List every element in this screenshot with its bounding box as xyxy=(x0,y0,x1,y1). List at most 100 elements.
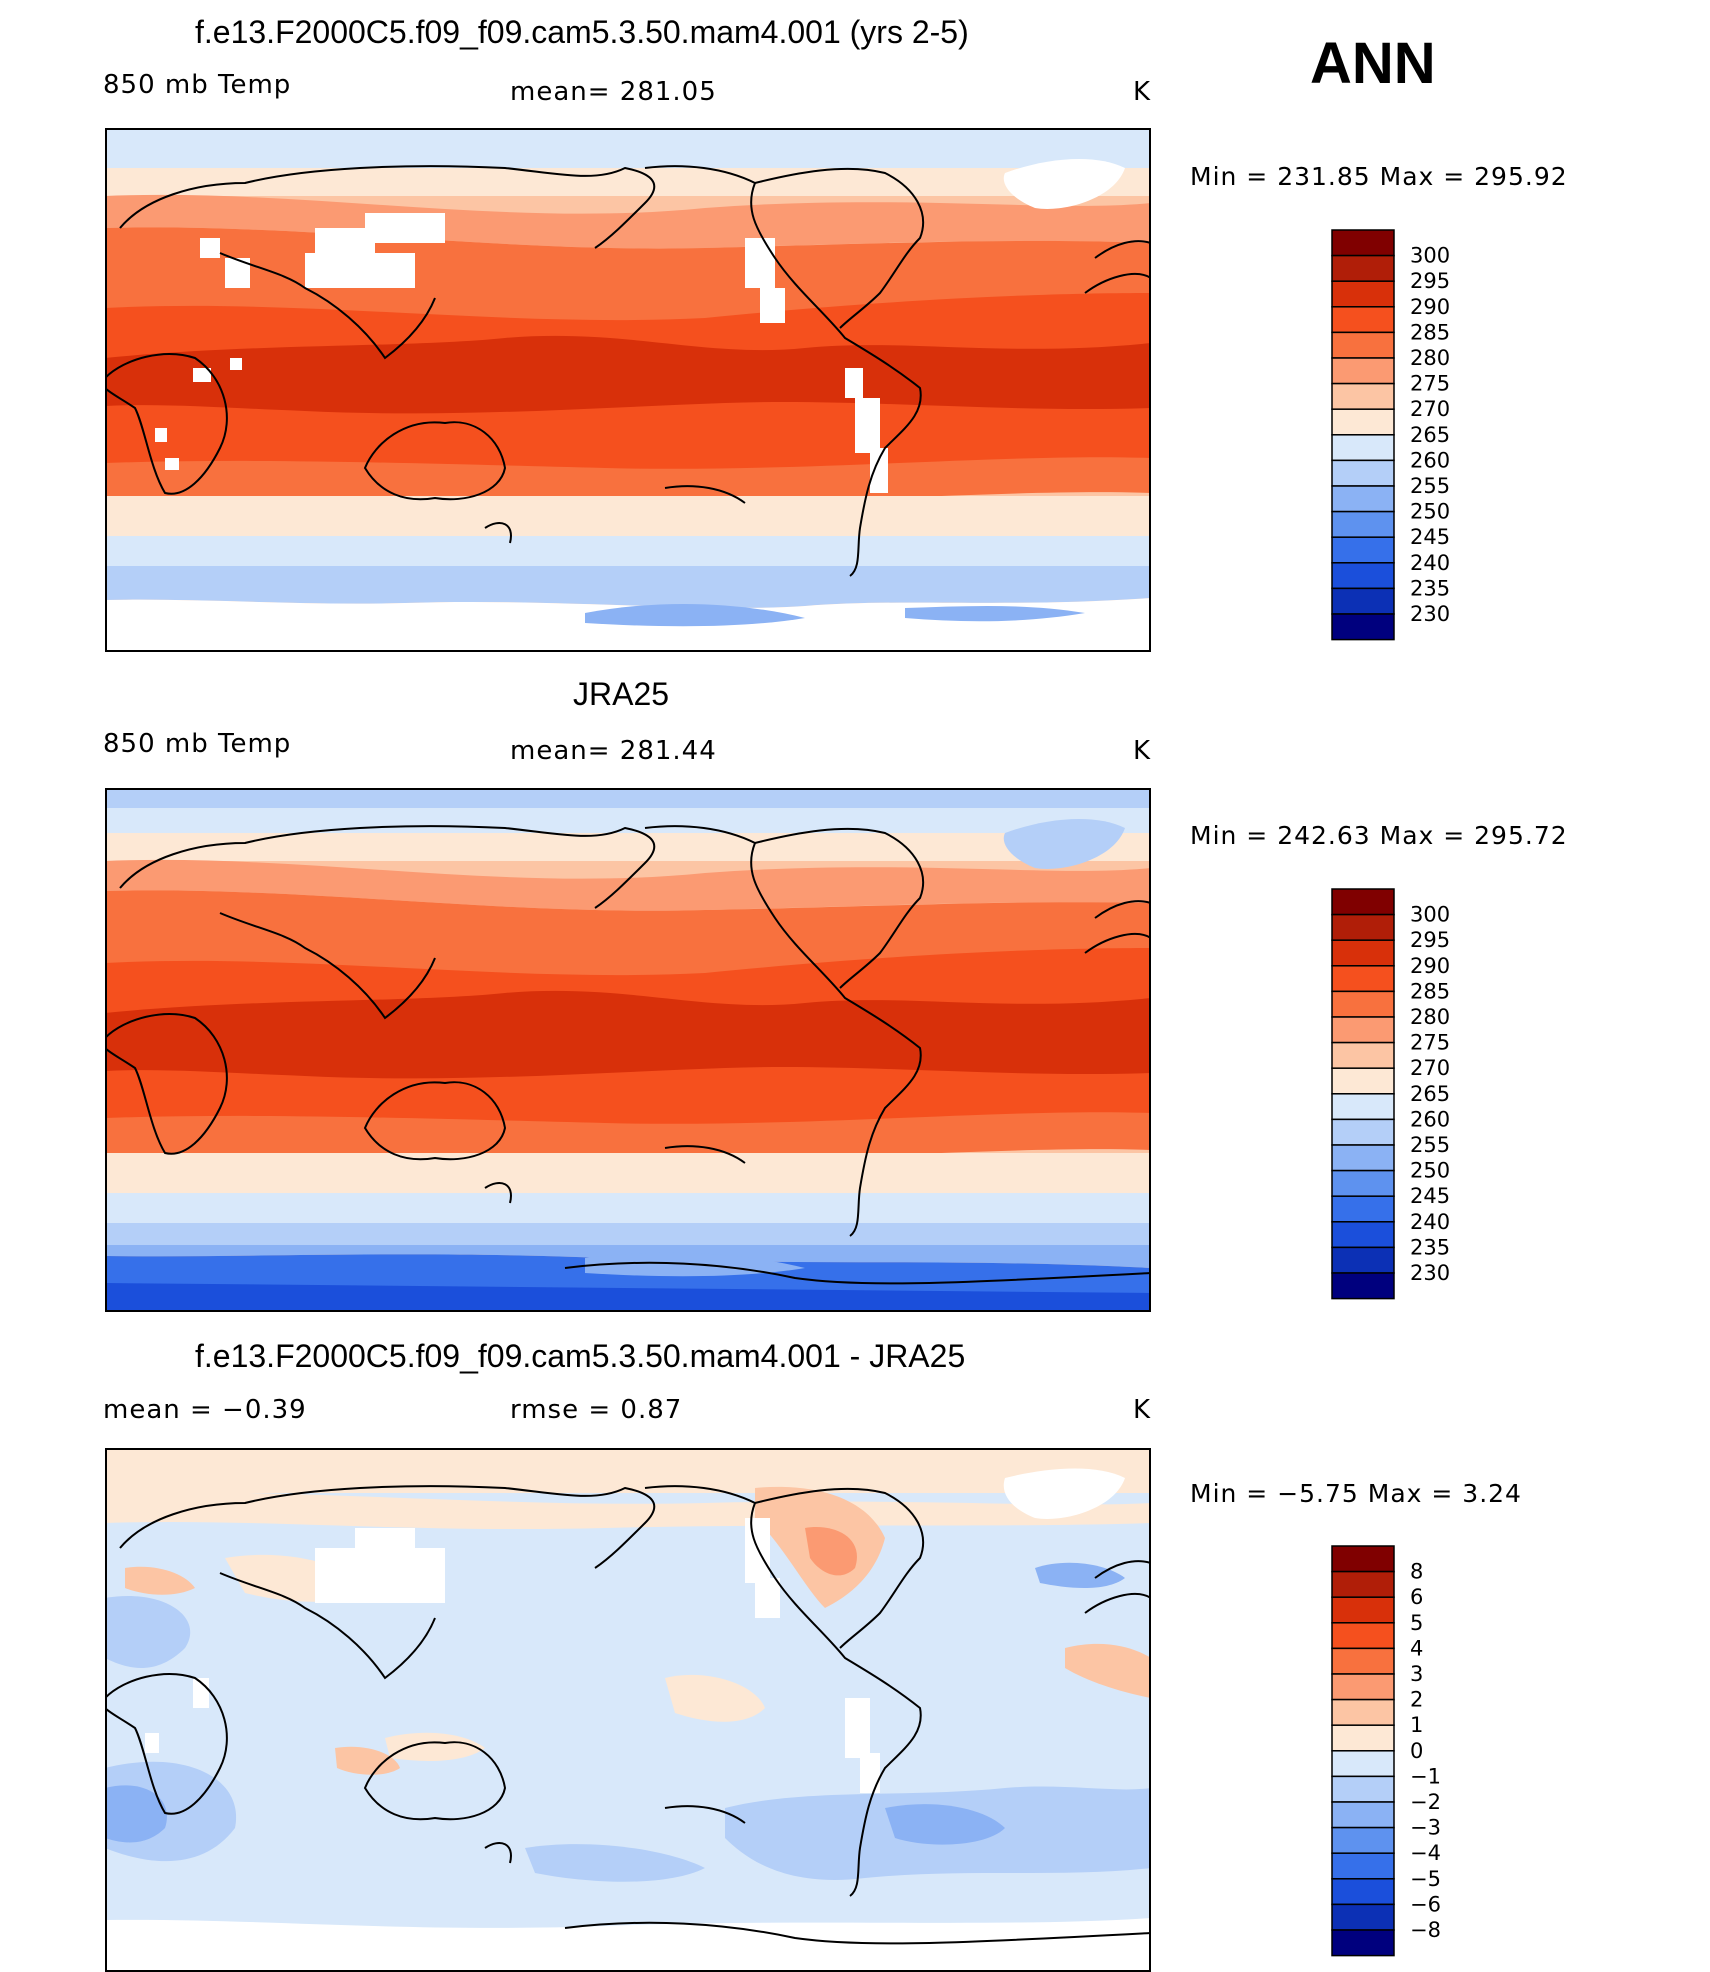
panel3-title: f.e13.F2000C5.f09_f09.cam5.3.50.mam4.001… xyxy=(195,1338,966,1374)
colorbar-tick-label: 4 xyxy=(1410,1636,1423,1660)
colorbar-swatch xyxy=(1331,1118,1395,1146)
coastlines xyxy=(105,825,1151,1285)
map-panel-difference xyxy=(105,1448,1151,1972)
coastlines xyxy=(105,1485,1151,1945)
colorbar-tick-label: −4 xyxy=(1410,1841,1441,1865)
colorbar-tick-label: 250 xyxy=(1410,1159,1450,1183)
colorbar-model: 3002952902852802752702652602552502452402… xyxy=(1331,229,1450,641)
panel1-field-label: 850 mb Temp xyxy=(103,70,292,100)
colorbar-tick-label: −6 xyxy=(1410,1892,1441,1916)
colorbar-tick-label: 240 xyxy=(1410,1210,1450,1234)
colorbar-swatch xyxy=(1331,1724,1395,1752)
colorbar-tick-label: 230 xyxy=(1410,602,1450,626)
panel1-mean-label: mean= 281.05 xyxy=(510,77,717,107)
colorbar-tick-label: −2 xyxy=(1410,1790,1441,1814)
season-label: ANN xyxy=(1310,31,1436,96)
colorbar-swatch xyxy=(1331,1041,1395,1069)
colorbar-swatch xyxy=(1331,1929,1395,1957)
panel3-rmse-label: rmse = 0.87 xyxy=(510,1395,683,1425)
colorbar-tick-label: −3 xyxy=(1410,1816,1441,1840)
colorbar-swatch xyxy=(1331,1016,1395,1044)
panel2-units: K xyxy=(1133,736,1152,766)
colorbar-swatch xyxy=(1331,1801,1395,1829)
colorbar-tick-label: 290 xyxy=(1410,954,1450,978)
colorbar-tick-label: 5 xyxy=(1410,1611,1423,1635)
difference-bands xyxy=(105,1448,1151,1972)
colorbar-tick-label: 265 xyxy=(1410,423,1450,447)
colorbar-tick-label: 255 xyxy=(1410,474,1450,498)
colorbar-tick-label: 290 xyxy=(1410,295,1450,319)
colorbar-tick-label: 295 xyxy=(1410,269,1450,293)
colorbar-tick-label: 285 xyxy=(1410,320,1450,344)
colorbar-tick-label: 270 xyxy=(1410,397,1450,421)
colorbar-swatch xyxy=(1331,1647,1395,1675)
colorbar-swatch xyxy=(1331,1221,1395,1249)
colorbar-swatch xyxy=(1331,1596,1395,1624)
colorbar-swatch xyxy=(1331,1067,1395,1095)
colorbar-swatch xyxy=(1331,965,1395,993)
colorbar-tick-label: 270 xyxy=(1410,1056,1450,1080)
colorbar-tick-label: 300 xyxy=(1410,244,1450,268)
colorbar-tick-label: 245 xyxy=(1410,525,1450,549)
temperature-bands xyxy=(105,788,1151,1312)
colorbar-swatch xyxy=(1331,913,1395,941)
colorbar-swatch xyxy=(1331,888,1395,916)
colorbar-tick-label: 1 xyxy=(1410,1713,1423,1737)
colorbar-swatch xyxy=(1331,1750,1395,1778)
colorbar-swatch xyxy=(1331,536,1395,564)
colorbar-swatch xyxy=(1331,1246,1395,1274)
colorbar-tick-label: 265 xyxy=(1410,1082,1450,1106)
map-frame xyxy=(105,128,1151,652)
colorbar-swatch xyxy=(1331,562,1395,590)
colorbar-swatch xyxy=(1331,382,1395,410)
colorbar-tick-label: 8 xyxy=(1410,1560,1423,1584)
colorbar-tick-label: 295 xyxy=(1410,928,1450,952)
colorbar-tick-label: 245 xyxy=(1410,1184,1450,1208)
colorbar-swatch xyxy=(1331,229,1395,257)
colorbar-tick-label: 285 xyxy=(1410,979,1450,1003)
colorbar-swatch xyxy=(1331,254,1395,282)
colorbar-swatch xyxy=(1331,459,1395,487)
colorbar-swatch xyxy=(1331,485,1395,513)
coastlines xyxy=(105,165,1151,577)
colorbar-swatch xyxy=(1331,1852,1395,1880)
colorbar-swatch xyxy=(1331,434,1395,462)
colorbar-swatch xyxy=(1331,306,1395,334)
colorbar-tick-label: 275 xyxy=(1410,372,1450,396)
colorbar-swatch xyxy=(1331,1093,1395,1121)
colorbar-tick-label: 2 xyxy=(1410,1688,1423,1712)
colorbar-swatch xyxy=(1331,1903,1395,1931)
panel3-mean-label: mean = −0.39 xyxy=(103,1395,307,1425)
colorbar-swatch xyxy=(1331,1673,1395,1701)
colorbar-swatch xyxy=(1331,408,1395,436)
colorbar-swatch xyxy=(1331,331,1395,359)
colorbar-tick-label: 280 xyxy=(1410,1005,1450,1029)
colorbar-swatch xyxy=(1331,613,1395,641)
colorbar-tick-label: 235 xyxy=(1410,576,1450,600)
colorbar-swatch xyxy=(1331,990,1395,1018)
colorbar-tick-label: 0 xyxy=(1410,1739,1423,1763)
panel3-minmax: Min = −5.75 Max = 3.24 xyxy=(1190,1479,1522,1508)
colorbar-tick-label: 230 xyxy=(1410,1261,1450,1285)
panel3-units: K xyxy=(1133,1395,1152,1425)
colorbar-tick-label: 260 xyxy=(1410,1107,1450,1131)
colorbar-swatch xyxy=(1331,1169,1395,1197)
map-frame xyxy=(105,788,1151,1312)
panel2-title: JRA25 xyxy=(573,676,670,712)
colorbar-swatch xyxy=(1331,1826,1395,1854)
colorbar-tick-label: 300 xyxy=(1410,903,1450,927)
colorbar-tick-label: 3 xyxy=(1410,1662,1423,1686)
colorbar-swatch xyxy=(1331,1878,1395,1906)
temperature-bands xyxy=(105,128,1151,652)
colorbar-tick-label: 275 xyxy=(1410,1031,1450,1055)
map-panel-jra25 xyxy=(105,788,1151,1312)
panel1-units: K xyxy=(1133,77,1152,107)
colorbar-swatch xyxy=(1331,1195,1395,1223)
colorbar-swatch xyxy=(1331,1272,1395,1300)
colorbar-swatch xyxy=(1331,1698,1395,1726)
colorbar-tick-label: 6 xyxy=(1410,1585,1423,1609)
colorbar-swatch xyxy=(1331,1622,1395,1650)
colorbar-swatch xyxy=(1331,1144,1395,1172)
panel1-title: f.e13.F2000C5.f09_f09.cam5.3.50.mam4.001… xyxy=(195,14,969,50)
